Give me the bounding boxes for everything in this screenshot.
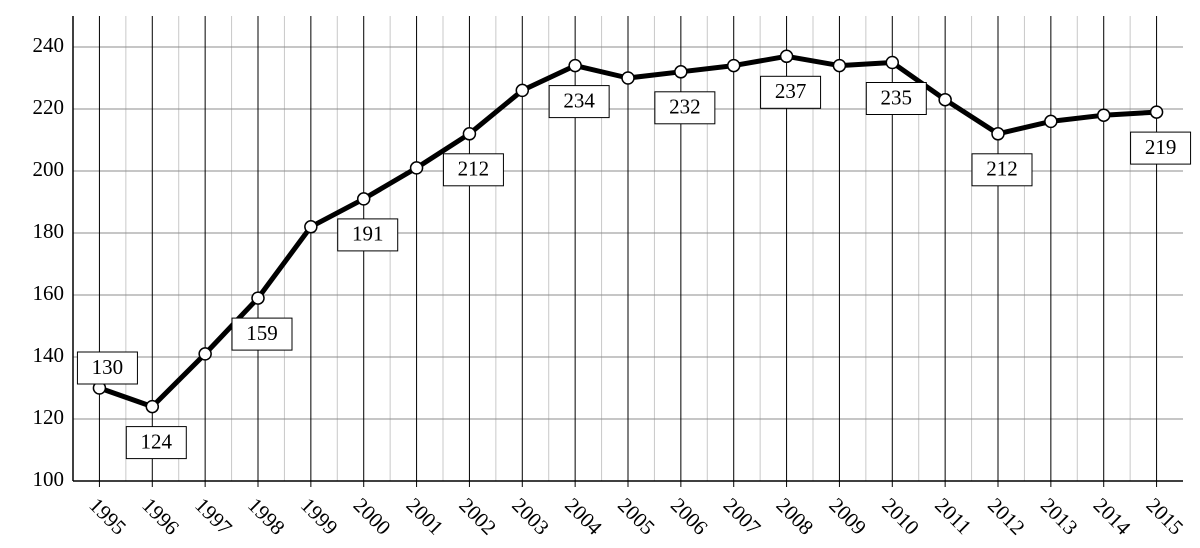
x-tick-label: 2008 <box>772 493 819 540</box>
point <box>832 58 847 73</box>
data-label-text: 212 <box>458 157 490 181</box>
data-label-text: 159 <box>246 321 278 345</box>
data-label-text: 232 <box>669 95 701 119</box>
data-label-box <box>442 153 504 187</box>
x-tick-label: 2004 <box>560 493 607 540</box>
data-label-box <box>548 85 610 119</box>
point <box>1149 105 1164 119</box>
data-label: 130 <box>76 351 138 385</box>
point <box>145 399 160 414</box>
x-tick-label: 2015 <box>1142 493 1189 540</box>
point <box>515 83 530 98</box>
data-label: 235 <box>865 82 927 115</box>
data-label: 219 <box>1130 131 1192 165</box>
y-tick-label: 180 <box>33 219 65 243</box>
x-tick-label: 2010 <box>877 493 924 540</box>
data-label-box <box>231 317 293 351</box>
x-tick-label: 1996 <box>137 493 184 540</box>
data-label: 159 <box>231 317 293 351</box>
x-tick-label: 2001 <box>402 493 449 540</box>
x-tick-label: 2002 <box>454 493 501 540</box>
data-label-text: 219 <box>1145 135 1177 159</box>
data-label-text: 235 <box>881 85 913 109</box>
x-tick-label: 2013 <box>1036 493 1083 540</box>
data-label: 232 <box>654 91 716 125</box>
y-tick-label: 140 <box>33 343 65 367</box>
y-tick-label: 220 <box>33 95 65 119</box>
point <box>1096 108 1111 122</box>
data-label-box <box>865 82 927 115</box>
data-label-box <box>125 426 187 460</box>
data-label-box <box>337 218 399 252</box>
data-label: 191 <box>337 218 399 252</box>
point <box>356 192 371 206</box>
point <box>991 127 1005 141</box>
x-tick-label: 1995 <box>84 493 131 540</box>
data-label: 212 <box>442 153 504 187</box>
x-tick-label: 2005 <box>613 493 660 540</box>
x-tick-label: 2011 <box>930 493 976 539</box>
point <box>1044 114 1058 129</box>
data-label-box <box>971 153 1033 187</box>
point <box>568 58 582 73</box>
data-label-box <box>760 75 822 109</box>
data-label: 234 <box>548 85 610 119</box>
data-label-box <box>1130 131 1192 165</box>
point <box>726 58 741 73</box>
data-label: 212 <box>971 153 1033 187</box>
point <box>198 347 212 361</box>
x-tick-label: 2003 <box>507 493 554 540</box>
point <box>621 71 635 85</box>
x-tick-label: 2014 <box>1089 493 1136 540</box>
x-tick-label: 1997 <box>190 493 237 540</box>
x-tick-label: 2006 <box>666 493 713 540</box>
data-label: 237 <box>760 75 822 109</box>
data-label-text: 124 <box>141 429 173 453</box>
y-tick-label: 200 <box>33 157 65 181</box>
data-label-box <box>654 91 716 125</box>
data-label-text: 191 <box>352 222 384 246</box>
data-label-text: 212 <box>986 157 1018 181</box>
x-tick-label: 2007 <box>719 493 766 540</box>
x-tick-label: 2000 <box>349 493 396 540</box>
x-tick-label: 2012 <box>983 493 1030 540</box>
data-label: 124 <box>125 426 187 460</box>
point <box>885 55 900 70</box>
y-tick-label: 160 <box>33 281 65 305</box>
point <box>409 161 424 175</box>
data-label-text: 234 <box>563 88 595 112</box>
data-label-box <box>76 351 138 385</box>
x-tick-label: 1999 <box>296 493 343 540</box>
point <box>938 92 952 107</box>
y-tick-label: 100 <box>33 467 65 491</box>
y-tick-label: 240 <box>33 33 65 57</box>
point <box>674 65 688 79</box>
y-tick-label: 120 <box>33 405 65 429</box>
point <box>462 127 477 141</box>
data-label-text: 237 <box>775 79 807 103</box>
point <box>304 220 318 234</box>
x-tick-label: 1998 <box>243 493 290 540</box>
data-label-text: 130 <box>92 355 124 379</box>
point <box>779 49 794 64</box>
point <box>251 291 265 305</box>
x-tick-label: 2009 <box>824 493 871 540</box>
